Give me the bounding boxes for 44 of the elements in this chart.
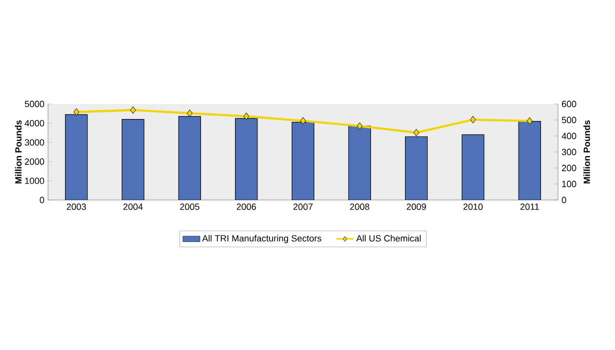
bar [235, 118, 258, 200]
x-tick-label: 2007 [293, 204, 313, 210]
y2-axis-title: Million Pounds [583, 120, 590, 184]
bar [405, 136, 428, 200]
y-tick-label: 0 [40, 196, 44, 204]
y-axis-title: Million Pounds [14, 120, 22, 184]
bar [518, 120, 541, 200]
x-tick-label: 2005 [180, 204, 200, 210]
point [413, 128, 420, 136]
bar [462, 134, 484, 200]
x-tick-label: 2009 [406, 204, 426, 210]
y-tick-label: 2000 [24, 158, 44, 165]
y2-tick-label: 500 [562, 116, 576, 124]
x-tick-label: 2011 [520, 204, 539, 210]
point [356, 122, 363, 130]
y2-tick-label: 100 [562, 180, 576, 188]
y-tick-label: 4000 [24, 120, 44, 126]
y-tick-label: 5000 [24, 100, 44, 108]
x-tick-label: 2003 [66, 204, 86, 210]
bar [348, 126, 371, 200]
point [186, 110, 193, 118]
y2-tick-label: 600 [562, 100, 576, 108]
x-tick-label: 2004 [123, 204, 143, 210]
point [73, 108, 80, 116]
y2-tick-label: 0 [562, 196, 566, 204]
point [243, 112, 250, 120]
point [300, 117, 306, 125]
bar [122, 119, 144, 200]
bar [65, 114, 88, 200]
bar [178, 116, 201, 200]
y2-tick-label: 300 [562, 148, 576, 156]
legend-label: All US Chemical [356, 234, 421, 242]
y2-tick-label: 200 [562, 164, 576, 172]
y2-tick-label: 400 [562, 132, 576, 140]
x-tick-label: 2006 [236, 204, 256, 210]
point [470, 116, 476, 124]
legend-label: All TRI Manufacturing Sectors [202, 234, 322, 244]
point [130, 106, 136, 114]
y-tick-label: 3000 [24, 139, 44, 146]
x-tick-label: 2008 [350, 204, 370, 210]
y-tick-label: 1000 [25, 178, 44, 184]
point [526, 117, 533, 125]
bar [292, 122, 314, 200]
x-tick-label: 2010 [463, 204, 483, 210]
